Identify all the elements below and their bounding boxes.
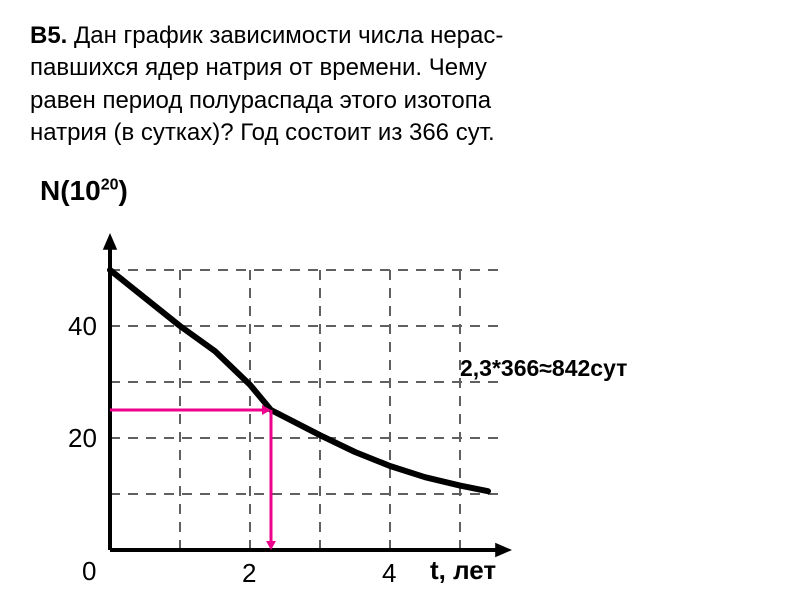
tick-label: 2: [242, 558, 256, 589]
y-label-suffix: ): [119, 175, 128, 206]
chart-area: N(1020) 2040240 t, лет 2,3*366≈842сут: [30, 160, 770, 590]
q-line1: Дан график зависимости числа нерас-: [67, 22, 503, 49]
question-text: В5. Дан график зависимости числа нерас- …: [30, 20, 770, 150]
tick-label: 40: [68, 311, 97, 342]
q-line2: павшихся ядер натрия от времени. Чему: [30, 54, 487, 81]
axes: [103, 233, 512, 557]
q-line3: равен период полураспада этого изотопа: [30, 87, 491, 114]
tick-label: 4: [382, 558, 396, 589]
chart-svg: [30, 160, 770, 590]
grid: [110, 265, 500, 550]
question-label: В5.: [30, 22, 67, 49]
q-line4: натрия (в сутках)? Год состоит из 366 су…: [30, 119, 495, 146]
tick-label: 20: [68, 423, 97, 454]
y-label-exp: 20: [101, 176, 119, 193]
y-label-base: N(10: [40, 175, 101, 206]
half-life-indicator: [110, 405, 276, 550]
answer-annotation: 2,3*366≈842сут: [460, 355, 627, 382]
x-axis-label: t, лет: [430, 555, 496, 586]
tick-label: 0: [82, 556, 96, 587]
y-axis-label: N(1020): [40, 175, 128, 207]
decay-curve: [110, 270, 488, 491]
